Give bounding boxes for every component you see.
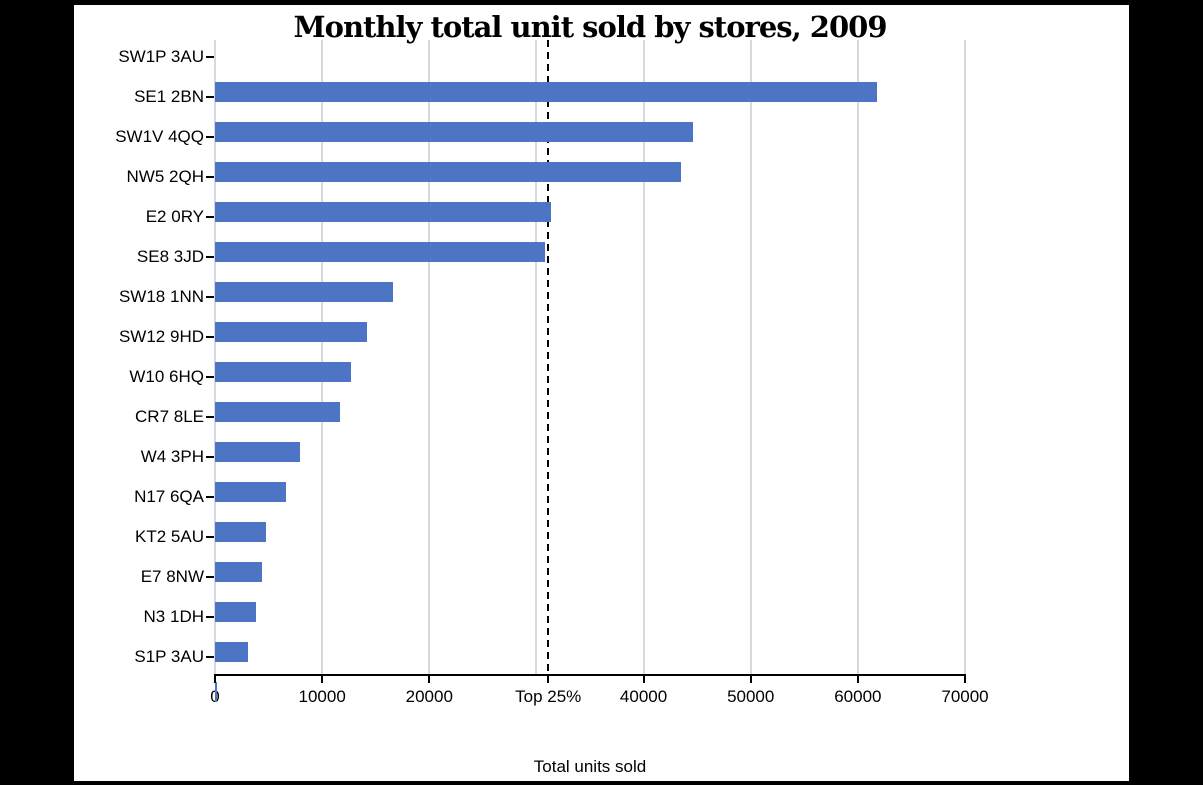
- x-axis-line: [214, 674, 966, 676]
- gridline: [214, 40, 216, 674]
- y-axis-category-label: E7 8NW: [140, 567, 204, 586]
- y-axis-tick: [206, 176, 214, 178]
- y-axis-tick: [206, 496, 214, 498]
- x-axis-tick: [856, 676, 859, 683]
- x-axis-tick: [642, 676, 645, 683]
- x-axis-tick: [749, 676, 752, 683]
- y-axis-tick: [206, 456, 214, 458]
- bar: [215, 402, 341, 422]
- y-axis-tick: [206, 536, 214, 538]
- gridline: [642, 40, 645, 674]
- bar: [215, 682, 218, 702]
- gridline: [964, 40, 966, 674]
- y-axis-category-label: SW18 1NN: [118, 287, 204, 306]
- x-axis-tick-label: 70000: [941, 687, 989, 706]
- y-axis-category-label: SW1P 3AU: [118, 47, 204, 66]
- top25-reference-line: [547, 40, 550, 683]
- y-axis-category-label: E2 0RY: [145, 207, 204, 226]
- bar: [215, 522, 267, 542]
- y-axis-category-label: SE1 2BN: [134, 87, 204, 106]
- bar: [215, 482, 286, 502]
- bar: [215, 602, 256, 622]
- x-axis-title: Total units sold: [533, 757, 647, 776]
- gridline: [535, 40, 538, 674]
- y-axis-tick: [206, 656, 214, 658]
- gridline: [749, 40, 752, 674]
- y-axis-tick: [206, 216, 214, 218]
- y-axis-tick: [206, 256, 214, 258]
- y-axis-category-label: W4 3PH: [140, 447, 204, 466]
- bar: [215, 242, 545, 262]
- y-axis-category-label: KT2 5AU: [135, 527, 204, 546]
- bar: [215, 362, 352, 382]
- y-axis-tick: [206, 416, 214, 418]
- bar: [215, 202, 552, 222]
- bar: [215, 162, 682, 182]
- bar: [215, 642, 249, 662]
- y-axis-category-label: NW5 2QH: [126, 167, 204, 186]
- x-axis-tick-label: 10000: [298, 687, 346, 706]
- y-axis-category-label: SE8 3JD: [136, 247, 204, 266]
- bar: [215, 322, 368, 342]
- y-axis-category-label: SW12 9HD: [118, 327, 204, 346]
- y-axis-category-label: N3 1DH: [143, 607, 204, 626]
- y-axis-tick: [206, 296, 214, 298]
- bar: [215, 122, 693, 142]
- y-axis-category-label: SW1V 4QQ: [115, 127, 204, 146]
- y-axis-tick: [206, 616, 214, 618]
- x-axis-tick: [428, 676, 431, 683]
- x-axis-tick-label: 60000: [834, 687, 882, 706]
- y-axis-category-label: N17 6QA: [134, 487, 204, 506]
- y-axis-category-label: W10 6HQ: [129, 367, 204, 386]
- x-axis-tick-label: 40000: [619, 687, 668, 706]
- gridline: [856, 40, 859, 674]
- x-axis-tick: [964, 676, 966, 683]
- x-axis-tick: [321, 676, 324, 683]
- chart-canvas: Monthly total unit sold by stores, 2009 …: [74, 5, 1129, 781]
- top25-tick-label: Top 25%: [515, 687, 582, 706]
- gridline: [428, 40, 431, 674]
- bar: [215, 82, 878, 102]
- plot-area: [214, 40, 966, 702]
- y-axis-category-label: S1P 3AU: [134, 647, 204, 666]
- y-axis-tick: [206, 96, 214, 98]
- y-axis-tick: [206, 376, 214, 378]
- x-axis-tick-label: 20000: [405, 687, 453, 706]
- y-axis-tick: [206, 56, 214, 58]
- x-axis-tick-label: 50000: [727, 687, 775, 706]
- x-axis-tick: [214, 676, 216, 683]
- y-axis-category-label: CR7 8LE: [135, 407, 204, 426]
- gridline: [321, 40, 324, 674]
- y-axis-tick: [206, 576, 214, 578]
- chart-title: Monthly total unit sold by stores, 2009: [293, 10, 888, 44]
- bar: [215, 562, 263, 582]
- y-axis-tick: [206, 136, 214, 138]
- y-axis-tick: [206, 336, 214, 338]
- bar: [215, 282, 393, 302]
- bar: [215, 442, 300, 462]
